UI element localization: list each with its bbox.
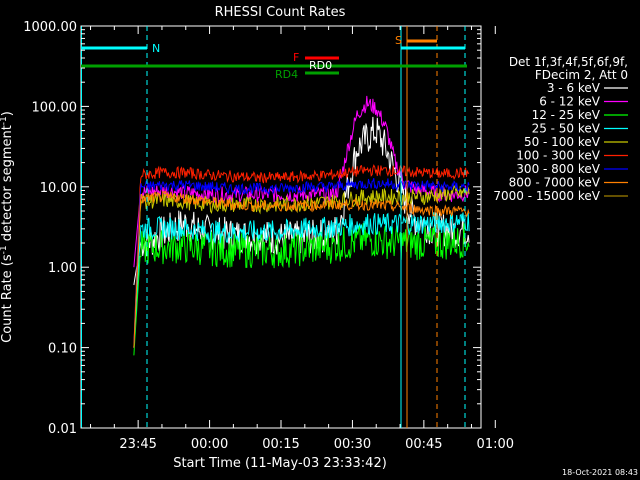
y-axis-label-sup: -1 [0, 116, 9, 125]
y-tick-label: 1000.00 [23, 20, 77, 35]
series-line [133, 190, 470, 348]
y-tick-label: 1.00 [48, 261, 77, 276]
legend-header-line: FDecim 2, Att 0 [535, 68, 628, 82]
y-axis-label-part: detector segment [0, 125, 15, 245]
x-axis-label: Start Time (11-May-03 23:33:42) [173, 456, 387, 471]
legend-label: 800 - 7000 keV [509, 176, 601, 190]
y-tick-label: 100.00 [32, 100, 78, 115]
y-axis-label-part: Count Rate (s [0, 254, 15, 343]
legend-label: 12 - 25 keV [532, 108, 601, 122]
x-tick-label: 00:15 [262, 437, 299, 452]
rd4-label: RD4 [275, 68, 298, 81]
series-line [133, 223, 470, 356]
rd0-label: RD0 [309, 59, 332, 72]
timestamp: 18-Oct-2021 08:43 [562, 468, 638, 477]
f-flag-label: F [293, 51, 299, 64]
chart-title: RHESSI Count Rates [215, 5, 346, 20]
series-layer [133, 95, 470, 356]
x-axis: 23:45 00:00 00:15 00:30 00:45 01:00 [90, 26, 514, 452]
series-line [133, 178, 470, 348]
x-tick-label: 00:00 [191, 437, 228, 452]
y-axis: 1000.00 100.00 10.00 1.00 0.10 0.01 [23, 20, 481, 437]
legend-label: 50 - 100 keV [524, 135, 601, 149]
x-tick-label: 00:30 [334, 437, 371, 452]
y-tick-label: 0.10 [48, 342, 77, 357]
legend-label: 6 - 12 keV [539, 95, 601, 109]
y-axis-label: Count Rate (s-1 detector segment-1) [0, 111, 15, 343]
legend-label: 25 - 50 keV [532, 122, 601, 136]
legend-header-line: Det 1f,3f,4f,5f,6f,9f, [509, 55, 628, 69]
y-tick-label: 0.01 [48, 422, 77, 437]
series-line [133, 164, 470, 348]
x-tick-label: 23:45 [119, 437, 156, 452]
legend-label: 300 - 800 keV [516, 162, 600, 176]
legend: Det 1f,3f,4f,5f,6f,9f, FDecim 2, Att 0 3… [493, 55, 628, 203]
legend-label: 7000 - 15000 keV [493, 189, 600, 203]
series-line [133, 211, 470, 348]
s-flag-label: S [395, 34, 402, 47]
y-axis-label-part: ) [0, 111, 15, 116]
y-axis-label-sup: -1 [0, 245, 9, 254]
legend-label: 3 - 6 keV [547, 81, 601, 95]
y-tick-label: 10.00 [40, 181, 77, 196]
overlay-layer: N S F RD0 RD4 [81, 26, 467, 428]
x-tick-label: 01:00 [477, 437, 514, 452]
n-flag-label: N [152, 42, 160, 55]
x-tick-label: 00:45 [405, 437, 442, 452]
series-line [133, 95, 470, 268]
legend-label: 100 - 300 keV [516, 149, 600, 163]
